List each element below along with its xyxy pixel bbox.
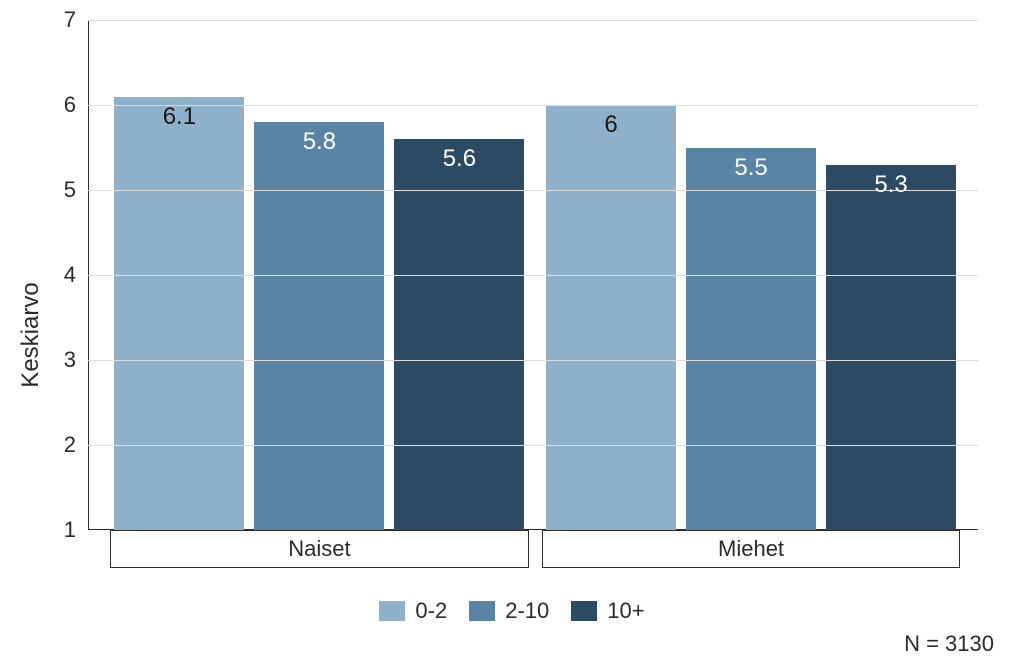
y-tick-label: 1 xyxy=(64,517,76,543)
y-tick-label: 4 xyxy=(64,262,76,288)
grid-line xyxy=(88,105,978,106)
legend-item: 0-2 xyxy=(379,598,447,624)
legend-swatch xyxy=(379,601,405,621)
bar: 5.8 xyxy=(254,122,384,530)
y-tick-label: 2 xyxy=(64,432,76,458)
legend-label: 10+ xyxy=(607,598,644,624)
y-tick-label: 6 xyxy=(64,92,76,118)
group-label: Naiset xyxy=(110,530,528,568)
footnote: N = 3130 xyxy=(904,631,994,657)
grid-line xyxy=(88,445,978,446)
y-tick-label: 7 xyxy=(64,7,76,33)
grid-line xyxy=(88,360,978,361)
bar-value-label: 5.5 xyxy=(734,154,767,182)
legend-label: 2-10 xyxy=(505,598,549,624)
grid-line xyxy=(88,20,978,21)
bar: 6.1 xyxy=(114,97,244,531)
bar-value-label: 5.6 xyxy=(443,145,476,173)
y-axis-label: Keskiarvo xyxy=(17,282,45,387)
bar: 5.5 xyxy=(686,148,816,531)
bar-value-label: 6.1 xyxy=(163,103,196,131)
bar-value-label: 6 xyxy=(604,111,617,139)
plot-area: 6.15.85.6Naiset65.55.3Miehet 1234567 xyxy=(88,20,978,530)
grid-line xyxy=(88,190,978,191)
legend-swatch xyxy=(571,601,597,621)
bar: 6 xyxy=(546,105,676,530)
legend-label: 0-2 xyxy=(415,598,447,624)
grid-line xyxy=(88,275,978,276)
bar-value-label: 5.3 xyxy=(874,171,907,199)
y-tick-label: 3 xyxy=(64,347,76,373)
chart-container: Keskiarvo 6.1 5.8 5.6 Naiset 6 5.5 5.3 Miehet 1… xyxy=(0,0,1024,669)
y-tick-label: 5 xyxy=(64,177,76,203)
bar: 5.3 xyxy=(826,165,956,531)
legend: 0-2 2-10 10+ xyxy=(0,598,1024,624)
bar-value-label: 5.8 xyxy=(303,128,336,156)
legend-swatch xyxy=(469,601,495,621)
group-label: Miehet xyxy=(542,530,960,568)
legend-item: 2-10 xyxy=(469,598,549,624)
legend-item: 10+ xyxy=(571,598,644,624)
bar: 5.6 xyxy=(394,139,524,530)
